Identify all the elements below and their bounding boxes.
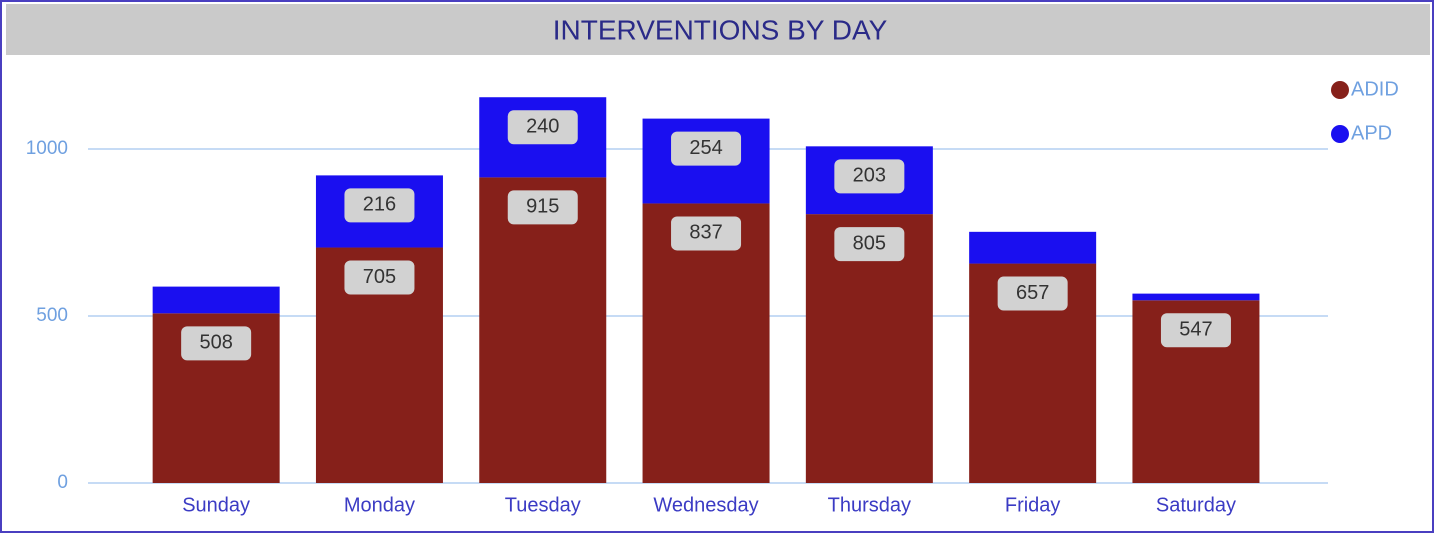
x-tick-label: Tuesday [505,494,581,516]
data-label-box [834,227,905,262]
bar-segment [1132,293,1260,301]
x-tick-label: Saturday [1156,494,1236,516]
x-tick-label: Friday [1005,494,1061,516]
data-label: 216 [363,194,396,216]
y-tick-label: 1000 [26,138,68,159]
data-label-box [181,326,252,361]
data-label-box [507,190,578,225]
data-label: 547 [1179,319,1212,341]
legend-swatch [1331,81,1349,99]
data-label: 805 [853,232,886,254]
data-label: 837 [689,222,722,244]
y-tick-label: 0 [57,472,68,493]
x-tick-label: Monday [344,494,415,516]
x-tick-label: Thursday [828,494,911,516]
data-label: 254 [689,137,722,159]
data-label-box [507,110,578,145]
data-label-box [344,188,415,223]
data-label-box [671,131,742,166]
y-tick-label: 500 [36,305,68,326]
chart-title: INTERVENTIONS BY DAY [553,14,888,45]
data-label: 203 [853,165,886,187]
x-tick-label: Wednesday [653,494,758,516]
bar-segment [152,286,280,314]
data-label-box [671,216,742,251]
data-label-box [834,159,905,194]
data-label-box [997,276,1068,311]
legend-label: ADID [1351,78,1399,100]
bar-segment [969,231,1097,264]
legend-label: APD [1351,122,1392,144]
x-tick-label: Sunday [182,494,250,516]
data-label-box [1160,313,1231,348]
data-label: 915 [526,196,559,218]
data-label: 508 [199,332,232,354]
header-band [6,4,1430,55]
bar-segment [479,177,607,483]
data-label: 705 [363,266,396,288]
legend-swatch [1331,125,1349,143]
data-label-box [344,260,415,295]
data-label: 657 [1016,282,1049,304]
data-label: 240 [526,116,559,138]
